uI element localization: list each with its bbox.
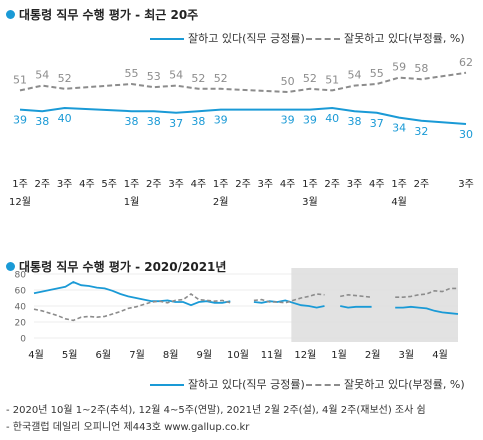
- approve-data-label: 32: [414, 125, 428, 138]
- legend-bottom-approve-swatch-icon: [150, 384, 184, 386]
- x-tick-label: 3주: [347, 179, 363, 190]
- x-tick-label: 11월: [261, 349, 283, 361]
- disapprove-data-label: 54: [35, 69, 49, 82]
- legend-bottom-disapprove: 잘못하고 있다(부정률, %): [306, 376, 465, 392]
- month-label: 2월: [213, 196, 229, 208]
- footnote-2: - 한국갤럽 데일리 오피니언 제443호 www.gallup.co.kr: [6, 422, 250, 433]
- disapprove-line-2020: [33, 287, 458, 322]
- legend-disapprove-swatch-icon: [306, 38, 340, 40]
- x-tick-label: 8월: [163, 349, 179, 361]
- approve-data-label: 39: [303, 114, 317, 127]
- x-tick-label: 6월: [96, 349, 112, 361]
- month-label: 3월: [302, 196, 318, 208]
- x-tick-label: 7월: [129, 349, 145, 361]
- title-bullet-icon: [6, 10, 15, 19]
- x-tick-label: 2주: [35, 179, 51, 190]
- x-tick-label: 4월: [432, 349, 448, 361]
- x-tick-label: 4주: [369, 179, 385, 190]
- x-tick-label: 1주: [213, 179, 229, 190]
- x-tick-label: 2주: [414, 179, 430, 190]
- disapprove-data-label: 50: [281, 75, 295, 88]
- footnote-1: - 2020년 10월 1~2주(추석), 12월 4~5주(연말), 2021…: [6, 405, 426, 416]
- approve-data-label: 39: [281, 114, 295, 127]
- x-tick-label: 9월: [197, 349, 213, 361]
- x-tick-label: 1주: [391, 179, 407, 190]
- month-label: 4월: [391, 196, 407, 208]
- approve-data-label: 38: [125, 115, 139, 128]
- x-tick-label: 10월: [227, 349, 249, 361]
- x-tick-label: 2주: [235, 179, 251, 190]
- disapprove-data-label: 52: [303, 72, 317, 85]
- disapprove-line: [19, 71, 467, 94]
- x-tick-label: 5주: [101, 179, 117, 190]
- approve-data-label: 38: [348, 115, 362, 128]
- x-tick-label: 4주: [191, 179, 207, 190]
- chart2-title: 대통령 직무 수행 평가 - 2020/2021년: [6, 258, 226, 275]
- x-tick-label: 4주: [79, 179, 95, 190]
- disapprove-data-label: 51: [13, 73, 27, 86]
- disapprove-data-label: 52: [191, 72, 205, 85]
- x-tick-label: 1월: [331, 349, 347, 361]
- y-tick-label: 0: [20, 335, 26, 345]
- x-tick-label: 4월: [28, 349, 44, 361]
- y-tick-label: 80: [15, 271, 27, 281]
- x-tick-label: 3월: [399, 349, 415, 361]
- x-tick-label: 12월: [294, 349, 316, 361]
- x-tick-label: 2주: [324, 179, 340, 190]
- x-tick-label: 5월: [62, 349, 78, 361]
- x-tick-label: 1주: [12, 179, 28, 190]
- y-tick-label: 20: [15, 319, 27, 329]
- legend-approve-swatch-icon: [150, 38, 184, 40]
- y-tick-label: 60: [15, 287, 27, 297]
- disapprove-data-label: 62: [459, 56, 473, 69]
- approve-data-label: 34: [392, 122, 406, 135]
- disapprove-data-label: 52: [214, 72, 228, 85]
- x-tick-label: 1주: [124, 179, 140, 190]
- chart1-title: 대통령 직무 수행 평가 - 최근 20주: [6, 6, 198, 23]
- approve-data-label: 37: [169, 117, 183, 130]
- disapprove-data-label: 55: [125, 67, 139, 80]
- approve-data-label: 38: [191, 115, 205, 128]
- x-tick-label: 3주: [57, 179, 73, 190]
- approve-data-label: 38: [35, 115, 49, 128]
- title-bullet-icon: [6, 262, 15, 271]
- approve-data-label: 40: [58, 112, 72, 125]
- x-tick-label: 2주: [146, 179, 162, 190]
- approve-data-label: 30: [459, 128, 473, 141]
- disapprove-data-label: 51: [325, 73, 339, 86]
- legend-approve: 잘하고 있다(직무 긍정률): [150, 30, 305, 46]
- footnotes: - 2020년 10월 1~2주(추석), 12월 4~5주(연말), 2021…: [6, 402, 426, 436]
- disapprove-data-label: 55: [370, 67, 384, 80]
- legend-bottom-approve: 잘하고 있다(직무 긍정률): [150, 376, 305, 392]
- x-tick-label: 3주: [168, 179, 184, 190]
- y-tick-label: 40: [15, 303, 27, 313]
- x-tick-label: 3주: [458, 179, 474, 190]
- disapprove-data-label: 59: [392, 61, 406, 74]
- legend-bottom-disapprove-swatch-icon: [306, 384, 340, 386]
- disapprove-data-label: 53: [147, 70, 161, 83]
- approve-data-label: 39: [13, 114, 27, 127]
- x-tick-label: 2월: [365, 349, 381, 361]
- legend-disapprove: 잘못하고 있다(부정률, %): [306, 30, 465, 46]
- x-tick-label: 1주: [302, 179, 318, 190]
- chart2-plot: 0 20 40 60 80 4월 5월 6월 7월 8월 9월 10월 11월 12월 1월 2월 3월 4월: [15, 268, 459, 361]
- shaded-period-band: [291, 268, 458, 342]
- approve-data-label: 38: [147, 115, 161, 128]
- approve-data-label: 40: [325, 112, 339, 125]
- disapprove-data-label: 58: [414, 62, 428, 75]
- month-label: 1월: [124, 196, 140, 208]
- chart1-plot: 39 38 40 38 38 37 38 39 39 39 40 38 37 34 32 30 51 54 52 55…: [9, 56, 474, 208]
- approve-data-label: 39: [214, 114, 228, 127]
- x-tick-label: 3주: [258, 179, 274, 190]
- disapprove-data-label: 52: [58, 72, 72, 85]
- approve-data-label: 37: [370, 117, 384, 130]
- disapprove-data-label: 54: [348, 69, 362, 82]
- month-label: 12월: [9, 196, 31, 208]
- disapprove-data-label: 54: [169, 69, 183, 82]
- approve-line: [19, 106, 467, 125]
- x-tick-label: 4주: [280, 179, 296, 190]
